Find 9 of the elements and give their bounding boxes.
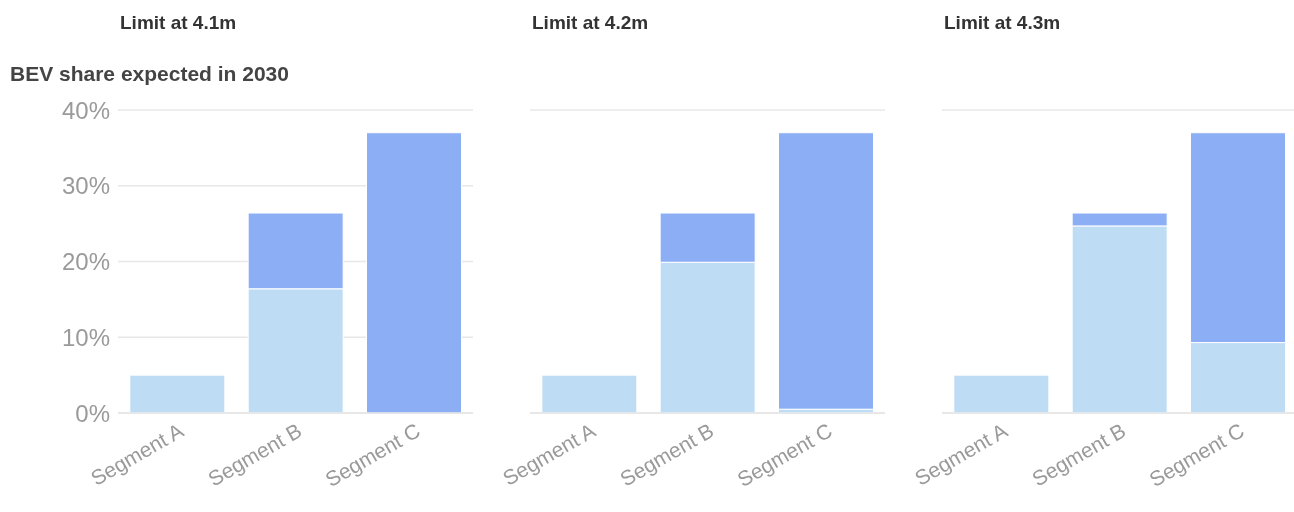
chart-title: Limit at 4.1m [119,11,238,35]
y-tick-label: 30% [61,172,110,200]
y-tick-label: 40% [61,96,110,124]
chart-title: Limit at 4.3m [943,11,1062,35]
y-tick-label: 0% [75,399,110,427]
y-tick-label: 10% [61,323,110,351]
chart-title: Limit at 4.2m [531,11,650,35]
y-tick-label: 20% [61,248,110,276]
y-axis-title: BEV share expected in 2030 [9,61,290,87]
